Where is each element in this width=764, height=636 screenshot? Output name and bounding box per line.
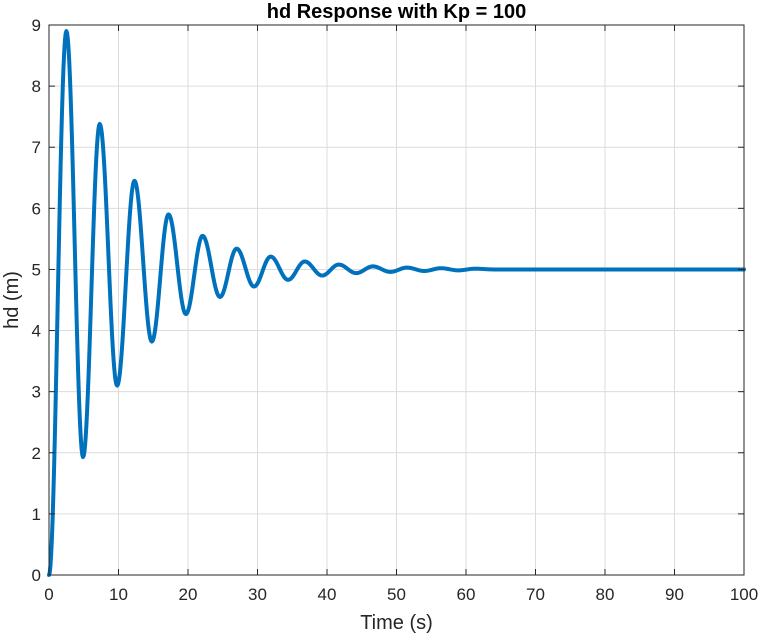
x-tick-label: 80: [596, 585, 615, 604]
chart-title: hd Response with Kp = 100: [267, 1, 527, 23]
x-tick-label: 100: [730, 585, 758, 604]
y-tick-label: 1: [32, 505, 41, 524]
y-tick-label: 8: [32, 77, 41, 96]
y-tick-label: 5: [32, 260, 41, 279]
x-tick-label: 40: [318, 585, 337, 604]
y-tick-label: 4: [32, 322, 41, 341]
y-tick-label: 3: [32, 383, 41, 402]
x-tick-label: 30: [248, 585, 267, 604]
y-axis-label: hd (m): [1, 271, 23, 329]
x-tick-label: 60: [457, 585, 476, 604]
x-tick-label: 50: [387, 585, 406, 604]
series-line: [47, 29, 746, 577]
x-tick-label: 10: [109, 585, 128, 604]
y-tick-label: 6: [32, 199, 41, 218]
ticks: [48, 24, 745, 576]
x-tick-label: 20: [179, 585, 198, 604]
x-tick-label: 90: [665, 585, 684, 604]
x-tick-label: 0: [44, 585, 53, 604]
series-layer: [47, 29, 746, 577]
y-tick-label: 9: [32, 16, 41, 35]
y-tick-label: 2: [32, 444, 41, 463]
y-tick-label: 7: [32, 138, 41, 157]
y-tick-label: 0: [32, 566, 41, 585]
tick-labels: 0 10 20 30 40 50 60 70 80 90 100 0 1 2 3 4 5 6 7 8 9: [32, 16, 759, 604]
x-axis-label: Time (s): [360, 612, 433, 634]
x-tick-label: 70: [526, 585, 545, 604]
